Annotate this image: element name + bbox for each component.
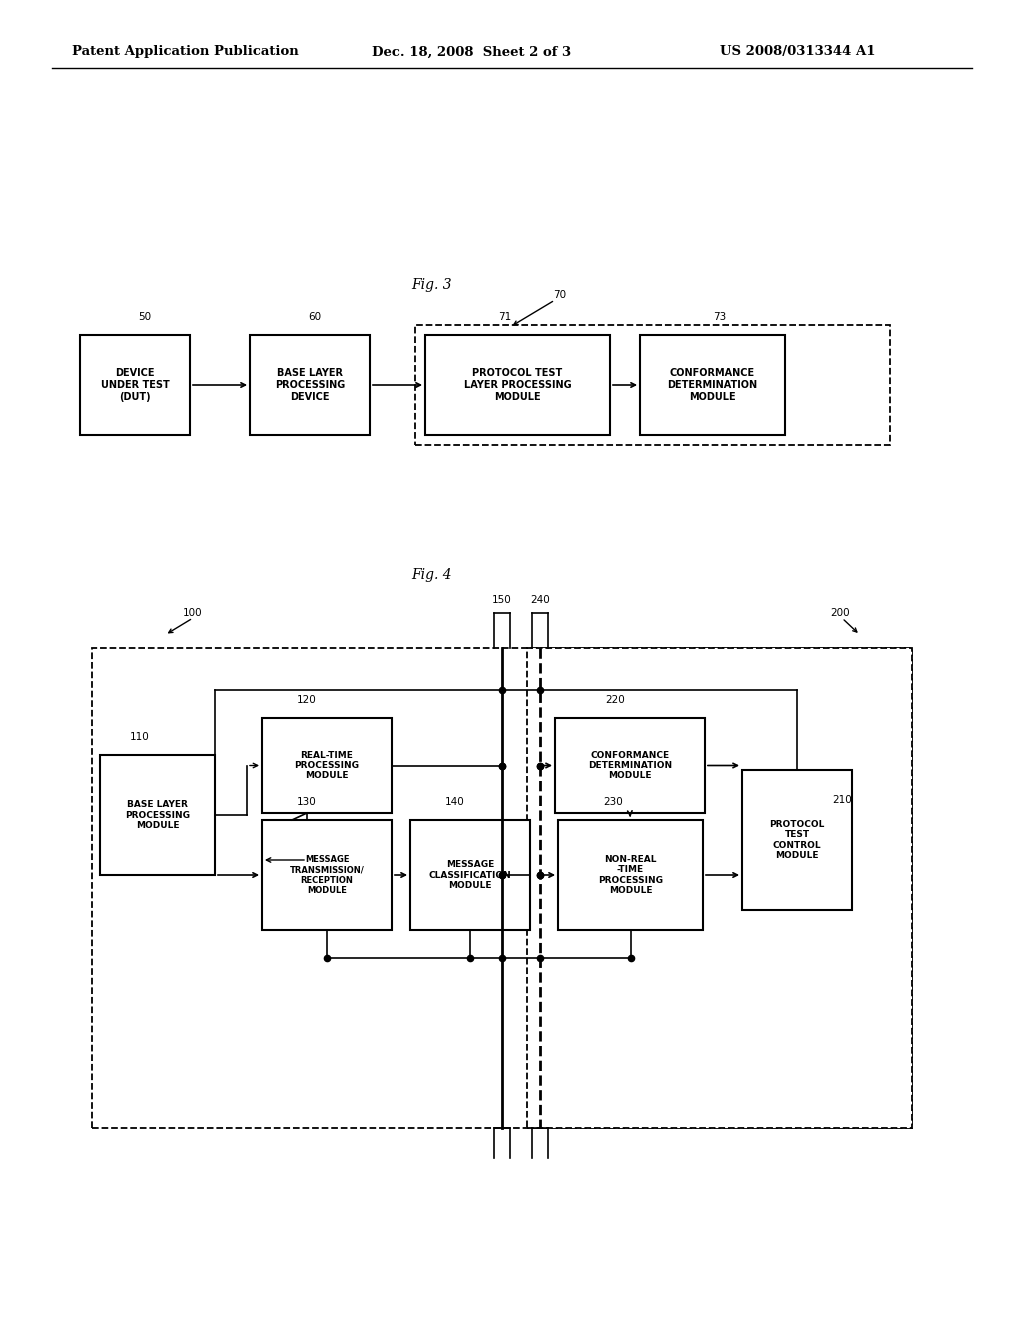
Text: CONFORMANCE
DETERMINATION
MODULE: CONFORMANCE DETERMINATION MODULE: [588, 751, 672, 780]
Text: 140: 140: [445, 797, 465, 807]
Text: US 2008/0313344 A1: US 2008/0313344 A1: [720, 45, 876, 58]
Bar: [80, 335, 190, 436]
Text: 220: 220: [605, 696, 625, 705]
Bar: [558, 820, 703, 931]
Bar: [640, 335, 785, 436]
Text: MESSAGE
TRANSMISSION/
RECEPTION
MODULE: MESSAGE TRANSMISSION/ RECEPTION MODULE: [290, 855, 365, 895]
Text: PROTOCOL TEST
LAYER PROCESSING
MODULE: PROTOCOL TEST LAYER PROCESSING MODULE: [464, 368, 571, 401]
Bar: [262, 820, 392, 931]
Bar: [425, 335, 610, 436]
Text: 120: 120: [297, 696, 316, 705]
Text: Fig. 4: Fig. 4: [412, 568, 453, 582]
Bar: [410, 820, 530, 931]
Text: 73: 73: [714, 312, 727, 322]
Text: Patent Application Publication: Patent Application Publication: [72, 45, 299, 58]
Bar: [742, 770, 852, 909]
Text: 210: 210: [833, 795, 852, 805]
Text: CONFORMANCE
DETERMINATION
MODULE: CONFORMANCE DETERMINATION MODULE: [668, 368, 758, 401]
Text: 70: 70: [553, 290, 566, 300]
Text: 240: 240: [530, 595, 550, 605]
Text: 150: 150: [493, 595, 512, 605]
Text: PROTOCOL
TEST
CONTROL
MODULE: PROTOCOL TEST CONTROL MODULE: [769, 820, 824, 861]
Text: Fig. 3: Fig. 3: [412, 279, 453, 292]
Text: BASE LAYER
PROCESSING
DEVICE: BASE LAYER PROCESSING DEVICE: [274, 368, 345, 401]
Text: 100: 100: [183, 609, 203, 618]
Bar: [92, 648, 912, 1129]
Text: 50: 50: [138, 312, 152, 322]
Bar: [262, 718, 392, 813]
Text: DEVICE
UNDER TEST
(DUT): DEVICE UNDER TEST (DUT): [100, 368, 169, 401]
Bar: [527, 648, 912, 1129]
Text: 130: 130: [297, 797, 316, 807]
Text: Dec. 18, 2008  Sheet 2 of 3: Dec. 18, 2008 Sheet 2 of 3: [372, 45, 571, 58]
Text: NON-REAL
-TIME
PROCESSING
MODULE: NON-REAL -TIME PROCESSING MODULE: [598, 855, 663, 895]
Text: MESSAGE
CLASSIFICATION
MODULE: MESSAGE CLASSIFICATION MODULE: [429, 861, 511, 890]
Bar: [250, 335, 370, 436]
Bar: [100, 755, 215, 875]
Text: 110: 110: [130, 733, 150, 742]
Text: 200: 200: [830, 609, 850, 618]
Text: 60: 60: [308, 312, 322, 322]
Text: REAL-TIME
PROCESSING
MODULE: REAL-TIME PROCESSING MODULE: [295, 751, 359, 780]
Bar: [415, 325, 890, 445]
Text: 71: 71: [499, 312, 512, 322]
Text: 230: 230: [603, 797, 623, 807]
Text: BASE LAYER
PROCESSING
MODULE: BASE LAYER PROCESSING MODULE: [125, 800, 190, 830]
Bar: [555, 718, 705, 813]
